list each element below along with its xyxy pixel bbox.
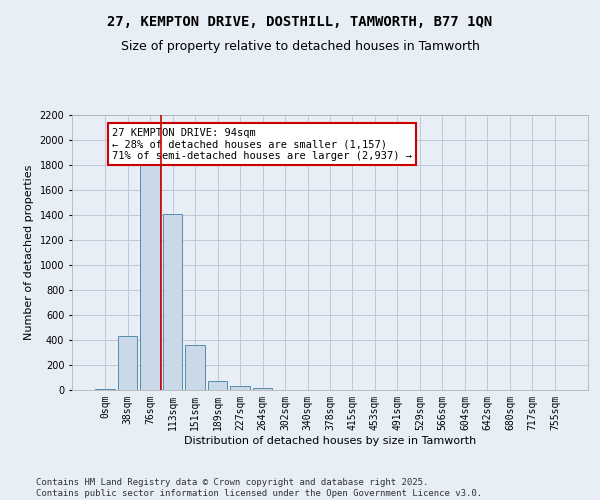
Bar xyxy=(253,388,272,390)
Bar xyxy=(140,160,160,390)
Text: 27 KEMPTON DRIVE: 94sqm
← 28% of detached houses are smaller (1,157)
71% of semi: 27 KEMPTON DRIVE: 94sqm ← 28% of detache… xyxy=(112,128,412,160)
Text: 27, KEMPTON DRIVE, DOSTHILL, TAMWORTH, B77 1QN: 27, KEMPTON DRIVE, DOSTHILL, TAMWORTH, B… xyxy=(107,15,493,29)
Bar xyxy=(230,386,250,390)
X-axis label: Distribution of detached houses by size in Tamworth: Distribution of detached houses by size … xyxy=(184,436,476,446)
Bar xyxy=(185,345,205,390)
Bar xyxy=(118,336,137,390)
Y-axis label: Number of detached properties: Number of detached properties xyxy=(24,165,34,340)
Bar xyxy=(163,214,182,390)
Text: Size of property relative to detached houses in Tamworth: Size of property relative to detached ho… xyxy=(121,40,479,53)
Bar xyxy=(95,389,115,390)
Bar xyxy=(208,380,227,390)
Text: Contains HM Land Registry data © Crown copyright and database right 2025.
Contai: Contains HM Land Registry data © Crown c… xyxy=(36,478,482,498)
